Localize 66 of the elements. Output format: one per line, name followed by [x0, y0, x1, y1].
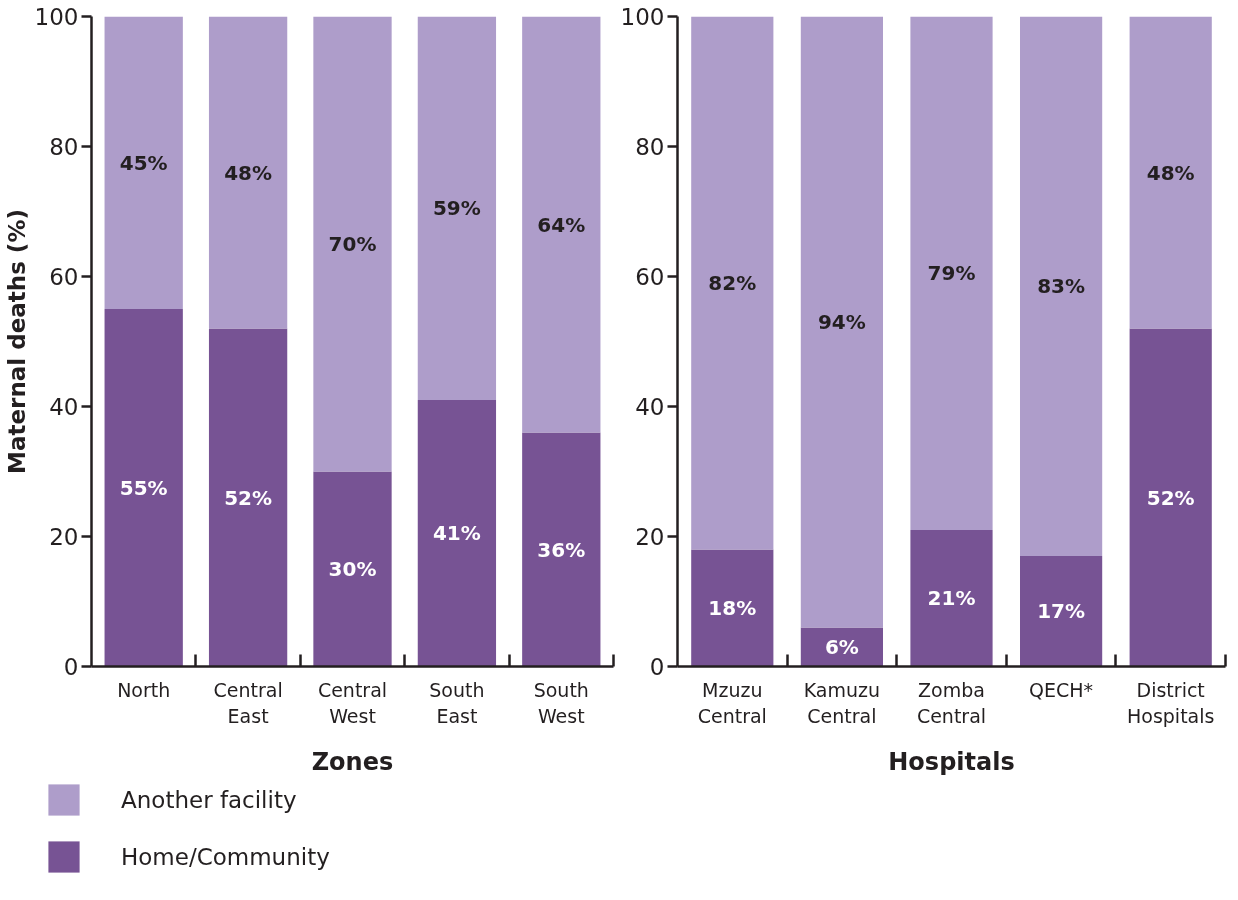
data-label: 55%: [119, 475, 168, 500]
bar: [313, 16, 392, 472]
bar: [691, 16, 774, 550]
y-tick-label: 40: [635, 394, 665, 420]
bar: [417, 400, 497, 667]
data-label: 48%: [224, 160, 273, 185]
data-label: 70%: [328, 232, 377, 256]
y-axis-title: Maternal deaths (%): [3, 209, 30, 474]
data-label: 36%: [537, 537, 586, 562]
y-tick-label: 60: [635, 264, 665, 290]
data-label: 52%: [1146, 485, 1195, 510]
bar: [104, 309, 183, 667]
data-label: 83%: [1037, 274, 1086, 299]
legend-label: Another facility: [121, 786, 297, 813]
bar: [800, 16, 883, 628]
bar: [910, 16, 993, 530]
bar: [522, 432, 601, 667]
x-tick-label: District Hospitals: [1126, 678, 1215, 727]
bar: [417, 16, 497, 400]
x-tick-label: Kamuzu Central: [803, 678, 881, 727]
y-tick-label: 0: [649, 654, 665, 680]
bar: [691, 549, 774, 667]
data-label: 82%: [708, 271, 757, 295]
bar: [208, 16, 288, 329]
y-tick-label: 20: [635, 524, 665, 550]
x-tick-label: Mzuzu Central: [697, 678, 767, 727]
x-tick-label: Central East: [213, 678, 283, 727]
y-tick-label: 80: [49, 134, 79, 160]
y-tick-label: 0: [63, 654, 79, 680]
data-label: 64%: [537, 212, 586, 237]
y-tick-label: 100: [34, 4, 79, 30]
legend-label: Home/Community: [121, 843, 330, 870]
bar: [1020, 556, 1103, 667]
bar: [104, 16, 183, 309]
x-tick-label: Central West: [317, 678, 388, 727]
y-tick-label: 80: [635, 134, 665, 160]
y-tick-label: 20: [49, 524, 79, 550]
data-label: 48%: [1146, 160, 1195, 185]
y-tick-label: 60: [49, 264, 79, 290]
data-label: 79%: [927, 261, 976, 286]
bar: [313, 471, 392, 667]
x-tick-label: South East: [429, 678, 485, 727]
bar: [1129, 16, 1212, 329]
y-tick-label: 100: [620, 4, 665, 30]
data-label: 59%: [432, 196, 481, 221]
x-tick-label: South West: [533, 678, 589, 727]
x-tick-label: North: [117, 678, 171, 701]
data-label: 52%: [224, 485, 273, 510]
bar: [910, 530, 993, 667]
x-axis-title: Zones: [311, 747, 394, 776]
data-label: 18%: [708, 596, 757, 620]
data-label: 30%: [328, 557, 377, 581]
data-label: 45%: [119, 150, 168, 175]
bar: [208, 328, 288, 667]
data-label: 94%: [817, 310, 866, 334]
bar: [522, 16, 601, 433]
bar: [1129, 328, 1212, 667]
data-label: 6%: [824, 635, 859, 659]
data-label: 41%: [432, 521, 481, 546]
bar: [1020, 16, 1103, 556]
data-label: 17%: [1037, 599, 1086, 624]
data-label: 21%: [927, 586, 976, 611]
x-axis-title: Hospitals: [888, 747, 1015, 776]
x-tick-label: Zomba Central: [916, 678, 987, 727]
y-tick-label: 40: [49, 394, 79, 420]
x-tick-label: QECH*: [1029, 678, 1094, 701]
